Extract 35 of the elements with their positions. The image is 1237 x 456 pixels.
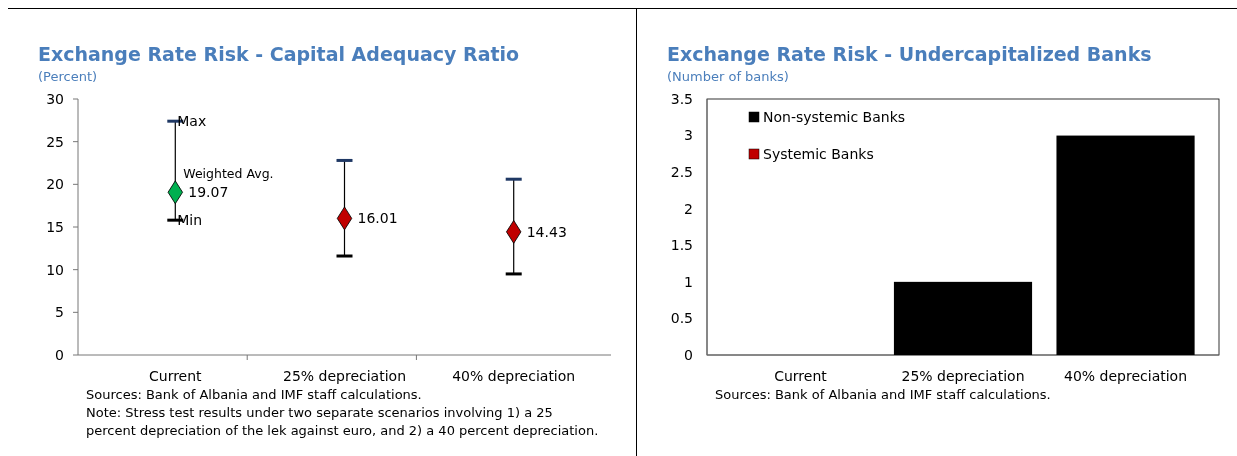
chart-title: Exchange Rate Risk - Undercapitalized Banks — [667, 43, 1152, 65]
source-note: Sources: Bank of Albania and IMF staff calculations. — [715, 387, 1051, 402]
data-label: 16.01 — [357, 210, 398, 227]
y-tick-label: 0 — [684, 346, 693, 363]
source-note: Sources: Bank of Albania and IMF staff calculations. — [86, 387, 422, 402]
legend-label: Non-systemic Banks — [763, 108, 906, 125]
legend-label: Systemic Banks — [763, 145, 874, 162]
x-tick-label: 25% depreciation — [283, 368, 406, 384]
data-label: 14.43 — [526, 223, 567, 240]
y-tick-label: 25 — [46, 133, 64, 150]
y-tick-label: 10 — [46, 261, 64, 278]
y-tick-label: 0 — [55, 346, 64, 363]
y-tick-label: 0.5 — [670, 310, 693, 327]
y-tick-label: 2 — [684, 200, 693, 217]
chart-subtitle: (Number of banks) — [667, 69, 789, 84]
text: Note: Stress test results under two separate scenarios involving 1) a 25 percent depreciation of the lek against euro, and 2) a 40 percent depreciation. — [86, 405, 599, 438]
y-tick-label: 20 — [46, 176, 64, 193]
annotation: Max — [177, 113, 207, 130]
y-tick-label: 3 — [684, 127, 693, 144]
y-tick-label: 2.5 — [670, 164, 693, 181]
x-tick-label: Current — [774, 368, 828, 384]
y-tick-label: 5 — [55, 304, 64, 321]
annotation: Weighted Avg. — [183, 166, 274, 182]
x-tick-label: 40% depreciation — [1064, 368, 1188, 384]
y-tick-label: 1.5 — [670, 237, 693, 254]
y-tick-label: 15 — [46, 218, 64, 235]
x-tick-label: Current — [149, 368, 203, 384]
y-tick-label: 1 — [684, 273, 693, 290]
chart-title: Exchange Rate Risk - Capital Adequacy Ratio — [38, 43, 520, 65]
y-tick-label: 3.5 — [670, 90, 693, 107]
data-label: 19.07 — [188, 184, 229, 201]
y-tick-label: 30 — [46, 90, 64, 107]
x-tick-label: 25% depreciation — [901, 368, 1025, 384]
x-tick-label: 40% depreciation — [452, 368, 576, 384]
chart-subtitle: (Percent) — [38, 69, 98, 84]
